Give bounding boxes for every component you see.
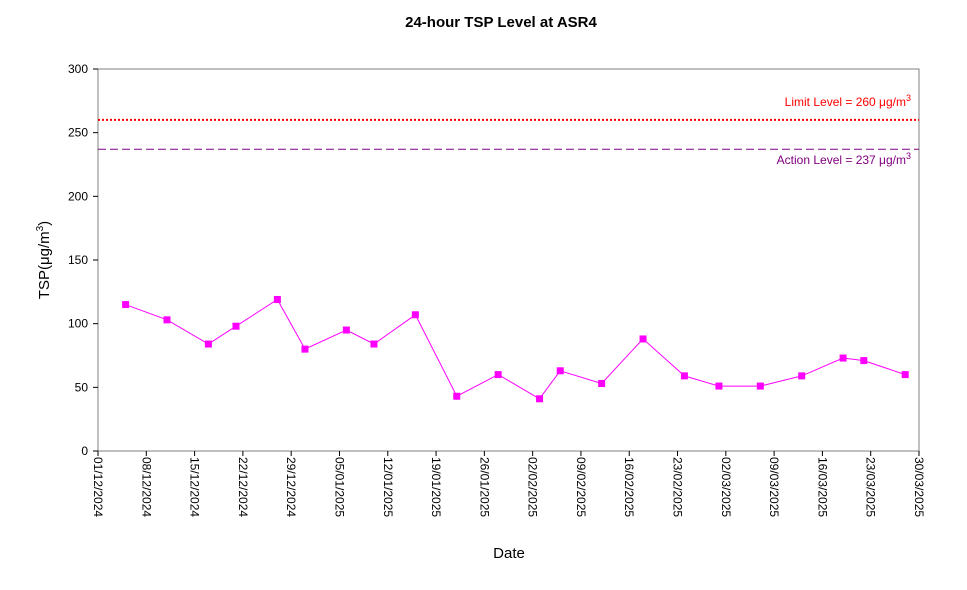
data-point <box>370 340 378 348</box>
data-point <box>639 335 647 343</box>
data-point <box>715 382 723 390</box>
data-point <box>839 354 847 362</box>
x-tick-label: 16/03/2025 <box>815 457 829 517</box>
data-point <box>122 301 130 309</box>
x-tick-label: 05/01/2025 <box>332 457 346 517</box>
data-point <box>798 372 806 380</box>
y-tick-label: 150 <box>68 253 88 267</box>
data-point <box>301 345 309 353</box>
y-axis-title-sup: 3 <box>35 225 46 231</box>
data-point <box>453 392 461 400</box>
x-tick-label: 09/03/2025 <box>767 457 781 517</box>
series-line <box>125 298 906 400</box>
y-axis-title: TSP(μg/m3) <box>35 221 53 299</box>
y-axis: 0 50 100 150 200 250 300 <box>68 62 98 458</box>
data-point <box>598 380 606 388</box>
x-axis-title: Date <box>493 545 525 562</box>
reference-line-label-text: Action Level = 237 μg/m <box>777 153 906 167</box>
chart-title: 24-hour TSP Level at ASR4 <box>405 14 597 31</box>
plot-area <box>97 68 920 452</box>
x-tick-label: 22/12/2024 <box>236 457 250 517</box>
data-point <box>204 340 212 348</box>
data-point <box>756 382 764 390</box>
reference-line-label-text: Limit Level = 260 μg/m <box>785 95 906 109</box>
x-axis: 01/12/2024 08/12/2024 15/12/2024 22/12/2024… <box>91 451 926 517</box>
y-tick-label: 250 <box>68 126 88 140</box>
x-tick-label: 02/02/2025 <box>526 457 540 517</box>
data-point <box>273 295 281 303</box>
x-tick-label: 02/03/2025 <box>719 457 733 517</box>
data-point <box>342 326 350 334</box>
y-axis-title-main: TSP( <box>36 265 53 299</box>
y-tick-label: 200 <box>68 189 88 203</box>
x-tick-label: 26/01/2025 <box>477 457 491 517</box>
data-point <box>163 316 171 324</box>
y-tick-label: 50 <box>75 380 89 394</box>
x-tick-label: 19/01/2025 <box>429 457 443 517</box>
x-tick-label: 23/03/2025 <box>864 457 878 517</box>
x-tick-label: 29/12/2024 <box>284 457 298 517</box>
data-point <box>901 371 909 379</box>
data-point <box>411 311 419 319</box>
x-tick-label: 12/01/2025 <box>381 457 395 517</box>
reference-line-label-sup: 3 <box>906 93 911 103</box>
y-axis-title-unit: μg/m <box>36 231 53 265</box>
x-tick-label: 08/12/2024 <box>139 457 153 517</box>
data-point <box>232 322 240 330</box>
data-point <box>536 395 544 403</box>
reference-line-label: Limit Level = 260 μg/m3 <box>785 93 911 109</box>
x-tick-label: 23/02/2025 <box>671 457 685 517</box>
x-tick-label: 09/02/2025 <box>574 457 588 517</box>
x-tick-label: 15/12/2024 <box>188 457 202 517</box>
plot-border <box>97 68 920 452</box>
x-tick-label: 16/02/2025 <box>622 457 636 517</box>
x-tick-label: 01/12/2024 <box>91 457 105 517</box>
data-point <box>494 371 502 379</box>
data-point <box>680 372 688 380</box>
y-tick-label: 0 <box>81 444 88 458</box>
data-point <box>556 367 564 375</box>
data-point <box>860 357 868 365</box>
x-tick-label: 30/03/2025 <box>912 457 926 517</box>
reference-line-label-sup: 3 <box>906 151 911 161</box>
y-tick-label: 300 <box>68 62 88 76</box>
y-tick-label: 100 <box>68 317 88 331</box>
reference-line-label: Action Level = 237 μg/m3 <box>777 151 911 167</box>
y-axis-title-close: ) <box>36 221 53 226</box>
series-layer <box>122 295 909 403</box>
